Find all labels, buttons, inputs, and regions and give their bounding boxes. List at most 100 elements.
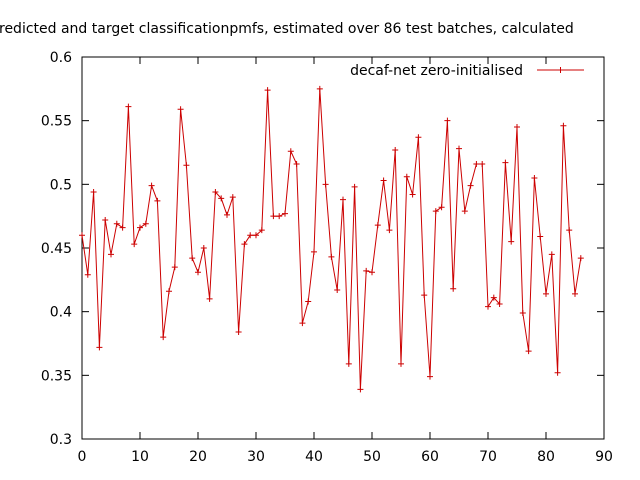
data-point <box>537 233 544 240</box>
data-point <box>427 373 433 380</box>
data-point <box>560 122 567 129</box>
data-point <box>166 288 172 295</box>
data-point <box>264 87 271 94</box>
data-point <box>450 285 457 292</box>
data-point <box>113 220 120 227</box>
data-point <box>398 360 404 367</box>
x-tick-label: 70 <box>479 449 497 465</box>
data-point <box>189 255 196 262</box>
x-tick-label: 40 <box>305 449 323 465</box>
x-tick-label: 0 <box>78 449 87 465</box>
data-point <box>409 191 416 198</box>
data-point <box>282 210 288 217</box>
data-point <box>467 182 474 189</box>
data-point <box>206 295 213 302</box>
x-tick-label: 50 <box>363 449 381 465</box>
data-point <box>548 251 555 258</box>
data-point <box>154 197 161 204</box>
data-point <box>496 301 503 308</box>
data-point <box>508 238 515 245</box>
data-point <box>554 369 561 376</box>
data-point <box>345 360 352 367</box>
x-tick-label: 30 <box>247 449 265 465</box>
data-point <box>386 227 393 234</box>
x-tick-label: 80 <box>537 449 555 465</box>
data-point <box>421 292 428 299</box>
data-point <box>253 232 259 239</box>
data-point <box>270 213 277 220</box>
data-point <box>369 269 375 276</box>
data-point <box>108 251 114 258</box>
data-point <box>444 117 451 124</box>
data-point <box>131 241 138 248</box>
x-tick-label: 60 <box>421 449 439 465</box>
data-point <box>485 303 491 310</box>
plot-frame <box>81 56 605 440</box>
y-tick-label: 0.5 <box>50 177 72 193</box>
data-point <box>479 160 486 167</box>
data-point <box>340 196 346 203</box>
data-point <box>311 248 317 255</box>
y-tick-label: 0.4 <box>50 305 72 321</box>
y-tick-label: 0.55 <box>41 114 72 130</box>
data-point <box>432 208 439 215</box>
data-point <box>525 348 532 355</box>
data-point <box>316 85 323 92</box>
x-tick-label: 10 <box>131 449 149 465</box>
data-point <box>438 204 445 211</box>
data-point <box>502 159 509 166</box>
data-point <box>572 290 578 297</box>
data-point <box>473 160 480 167</box>
legend: decaf-net zero-initialised <box>350 63 584 79</box>
data-point <box>160 334 167 341</box>
y-tick-label: 0.45 <box>41 241 72 257</box>
y-tick-label: 0.35 <box>41 368 72 384</box>
data-point <box>79 232 85 239</box>
data-point <box>235 329 242 336</box>
data-point <box>241 241 248 248</box>
data-point <box>287 148 294 155</box>
data-point <box>276 213 283 220</box>
data-point <box>119 224 126 231</box>
data-point <box>566 227 573 234</box>
data-point <box>363 267 370 274</box>
axes: 0 10 20 30 40 50 60 70 80 90 0.3 0.35 0.4 0.45 0.5 0.55… <box>41 50 613 465</box>
data-point <box>328 253 335 260</box>
data-point <box>224 211 230 218</box>
data-point <box>229 194 236 201</box>
y-tick-label: 0.3 <box>50 432 72 448</box>
data-point <box>183 162 190 169</box>
legend-marker <box>557 67 564 73</box>
data-point <box>125 103 132 110</box>
series-line <box>81 88 582 390</box>
data-point <box>90 188 97 195</box>
chart-title: redicted and target classificationpmfs, … <box>0 21 574 37</box>
data-point <box>293 160 300 167</box>
data-point <box>137 224 143 231</box>
data-point <box>96 344 103 351</box>
data-point <box>519 309 526 316</box>
data-point <box>148 182 155 189</box>
data-point <box>218 195 225 202</box>
data-point <box>142 220 149 227</box>
x-tick-label: 90 <box>595 449 613 465</box>
data-point <box>322 181 329 188</box>
data-point <box>415 134 422 141</box>
data-point <box>258 227 265 234</box>
data-point <box>299 320 306 327</box>
data-point <box>374 222 381 229</box>
data-point <box>195 269 201 276</box>
data-point <box>305 298 312 305</box>
data-point <box>577 255 584 262</box>
data-point <box>456 145 462 152</box>
data-point <box>514 124 520 131</box>
data-point <box>531 174 538 181</box>
data-point <box>334 287 341 294</box>
data-point <box>84 271 91 278</box>
data-point <box>392 146 399 153</box>
x-tick-label: 20 <box>189 449 207 465</box>
legend-label: decaf-net zero-initialised <box>350 63 523 79</box>
data-point <box>543 290 549 297</box>
data-point <box>357 386 364 393</box>
